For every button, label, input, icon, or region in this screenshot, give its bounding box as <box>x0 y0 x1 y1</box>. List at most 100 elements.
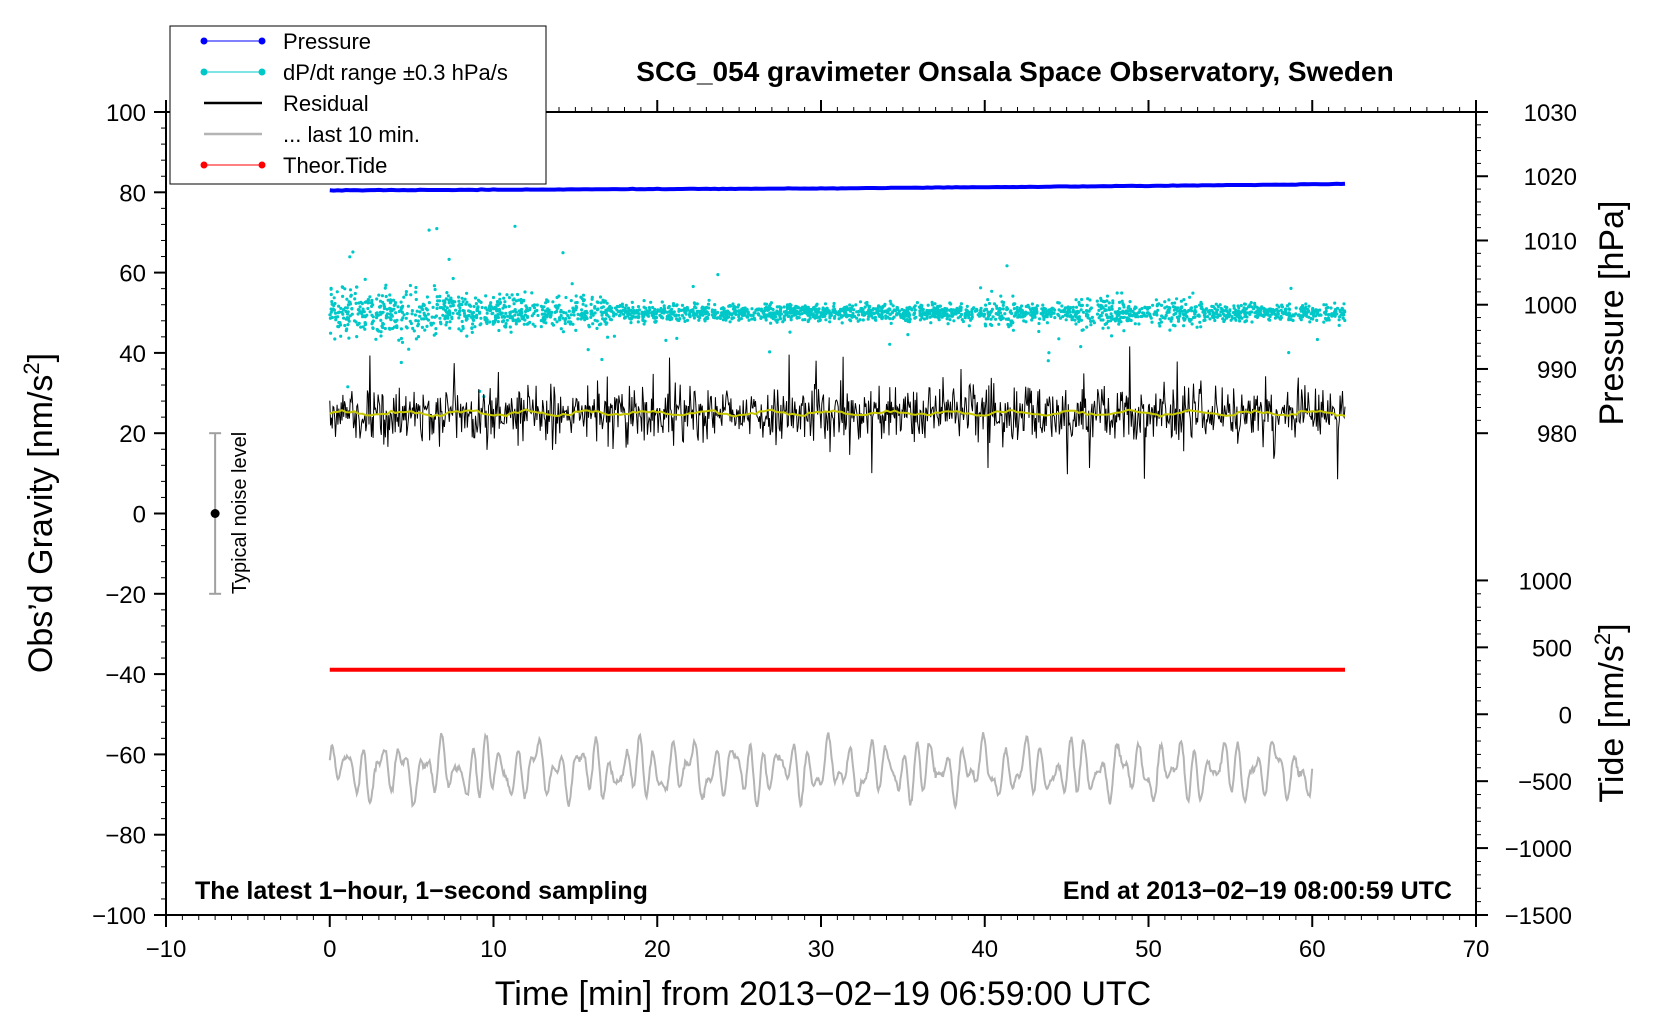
dpdt-point <box>450 316 454 321</box>
dpdt-point <box>1315 308 1319 312</box>
dpdt-point <box>1100 311 1104 315</box>
dpdt-point <box>888 312 892 316</box>
dpdt-point <box>332 308 336 312</box>
dpdt-point <box>567 309 571 313</box>
dpdt-point <box>642 299 646 303</box>
dpdt-point <box>583 318 587 322</box>
dpdt-point <box>786 304 791 308</box>
dpdt-point <box>464 302 468 306</box>
legend-marker <box>200 37 208 45</box>
dpdt-point <box>531 322 535 326</box>
dpdt-point <box>1242 302 1247 306</box>
dpdt-point <box>1084 309 1089 313</box>
dpdt-point <box>858 300 863 304</box>
dpdt-point <box>651 305 655 310</box>
dpdt-point <box>350 307 354 311</box>
dpdt-point <box>591 312 595 316</box>
dpdt-point <box>792 313 796 317</box>
dpdt-point <box>1105 294 1110 298</box>
dpdt-point <box>1284 308 1288 312</box>
dpdt-point <box>800 305 805 309</box>
dpdt-point <box>1045 321 1049 325</box>
dpdt-point <box>989 317 993 321</box>
y-tick-label: 40 <box>119 341 146 368</box>
dpdt-point <box>1279 308 1283 312</box>
dpdt-point <box>384 283 388 287</box>
dpdt-point <box>999 294 1003 298</box>
dpdt-point <box>621 312 626 316</box>
dpdt-point <box>990 323 994 327</box>
dpdt-point <box>707 306 711 310</box>
dpdt-point <box>970 312 974 316</box>
dpdt-point <box>438 320 443 324</box>
dpdt-point <box>1188 295 1192 299</box>
dpdt-point <box>507 304 511 308</box>
dpdt-point <box>1190 309 1194 313</box>
dpdt-point <box>414 290 418 294</box>
dpdt-point <box>995 306 999 310</box>
dpdt-point <box>705 310 710 314</box>
dpdt-point <box>1326 305 1330 310</box>
dpdt-point <box>605 301 609 305</box>
dpdt-point <box>808 316 812 320</box>
dpdt-point <box>938 309 942 313</box>
dpdt-point <box>392 303 396 307</box>
dpdt-point <box>423 313 427 317</box>
dpdt-point <box>1086 297 1090 301</box>
dpdt-point <box>477 310 482 314</box>
dpdt-point <box>737 315 741 319</box>
dpdt-point <box>636 305 641 309</box>
x-axis-label: Time [min] from 2013−02−19 06:59:00 UTC <box>495 975 1151 1013</box>
dpdt-point <box>1117 307 1122 311</box>
dpdt-point <box>623 316 627 320</box>
dpdt-point <box>817 310 821 314</box>
dpdt-point <box>381 322 385 326</box>
dpdt-point <box>693 302 697 306</box>
dpdt-point <box>1180 305 1184 309</box>
dpdt-point <box>1194 310 1198 314</box>
dpdt-point <box>1065 310 1069 314</box>
dpdt-point <box>1338 309 1342 314</box>
dpdt-point <box>451 276 455 281</box>
legend-marker <box>200 161 208 169</box>
dpdt-point <box>1223 305 1227 309</box>
dpdt-point <box>337 325 341 329</box>
dpdt-point <box>1011 294 1015 298</box>
dpdt-point <box>1154 298 1158 302</box>
dpdt-point <box>769 321 773 325</box>
dpdt-point <box>420 325 424 329</box>
dpdt-point <box>906 333 910 337</box>
dpdt-point <box>837 317 841 321</box>
dpdt-point <box>1183 317 1187 321</box>
dpdt-point <box>574 328 578 332</box>
y-tick-label: 80 <box>119 180 146 207</box>
dpdt-point <box>720 312 724 316</box>
dpdt-point <box>897 311 901 315</box>
dpdt-point <box>1060 304 1064 308</box>
x-tick-label: 30 <box>808 936 835 963</box>
y-tick-label: −40 <box>105 662 146 689</box>
dpdt-point <box>604 317 608 321</box>
dpdt-point <box>496 312 500 317</box>
dpdt-point <box>1329 306 1333 310</box>
dpdt-point <box>1150 320 1154 324</box>
dpdt-point <box>567 316 571 320</box>
dpdt-point <box>805 311 809 315</box>
dpdt-point <box>827 309 831 313</box>
dpdt-point <box>379 330 383 334</box>
dpdt-point <box>733 308 737 313</box>
dpdt-point <box>1134 306 1138 310</box>
dpdt-point <box>647 306 652 310</box>
dpdt-point <box>461 300 465 304</box>
pressure-line <box>329 181 1346 193</box>
dpdt-point <box>522 298 526 302</box>
dpdt-point <box>1294 312 1298 316</box>
dpdt-point <box>790 314 794 318</box>
dpdt-point <box>1168 328 1172 332</box>
dpdt-point <box>694 312 699 316</box>
dpdt-point <box>1118 317 1122 321</box>
dpdt-point <box>329 287 333 291</box>
pressure-tick-label: 1010 <box>1524 228 1577 255</box>
dpdt-point <box>1017 313 1021 317</box>
legend-label: Theor.Tide <box>283 153 387 178</box>
